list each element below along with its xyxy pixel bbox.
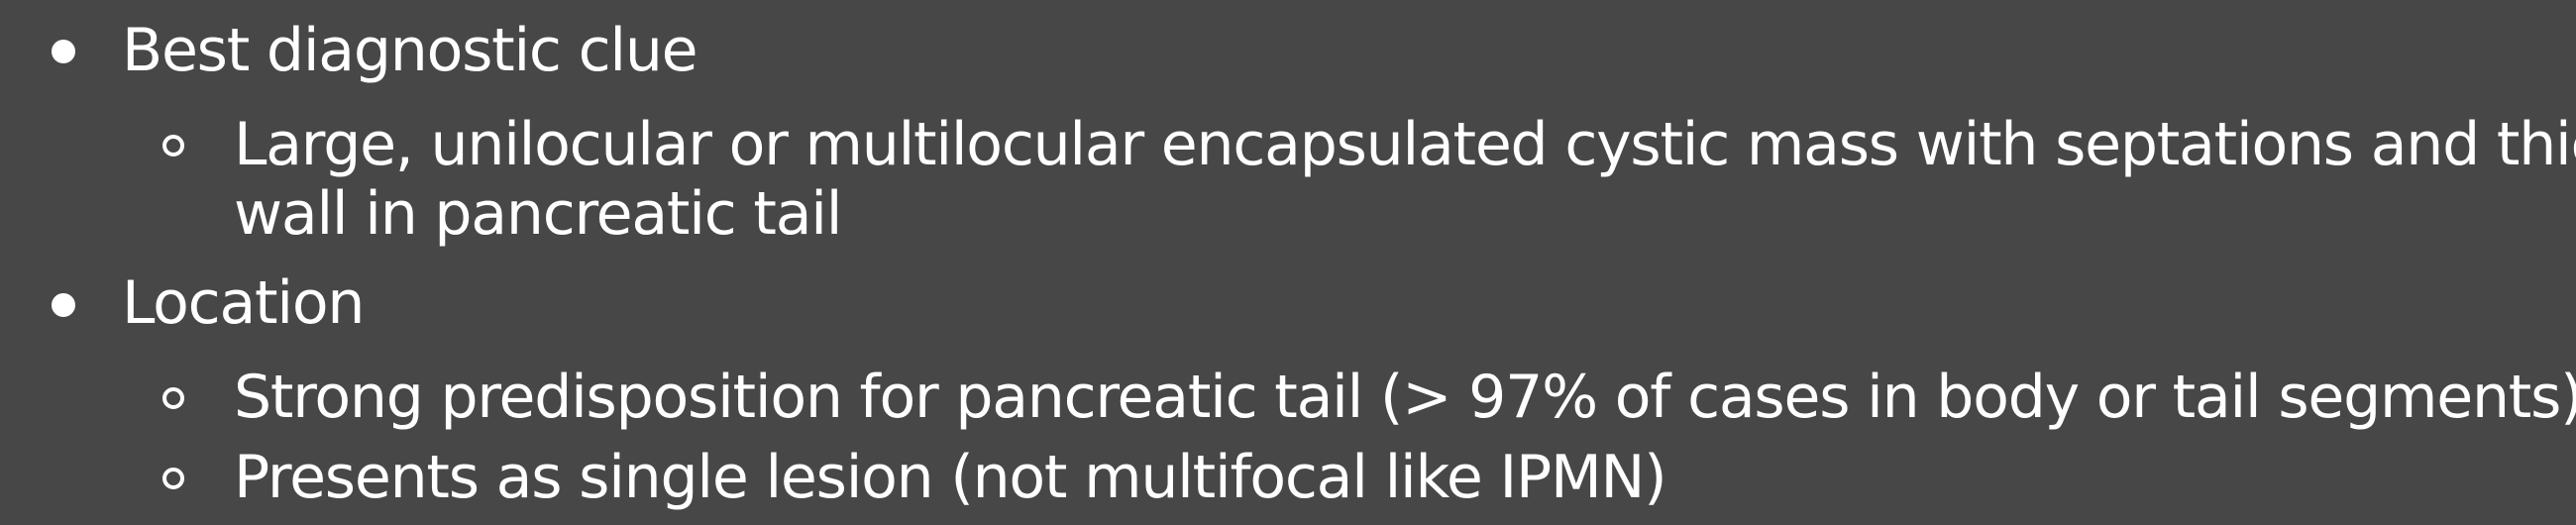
bullet-text: Location: [122, 268, 365, 338]
bullet-disc-icon: [52, 40, 75, 63]
bullet-text: Best diagnostic clue: [122, 16, 698, 85]
sub-bullet-circle-icon: [162, 387, 184, 409]
sub-bullet-text: Large, unilocular or multilocular encaps…: [234, 110, 2576, 179]
sub-bullet-circle-icon: [162, 468, 184, 489]
sub-bullet-circle-icon: [162, 135, 184, 157]
sub-bullet-text: Strong predisposition for pancreatic tai…: [234, 363, 2576, 432]
sub-bullet-text: Presents as single lesion (not multifoca…: [234, 443, 1667, 512]
sub-bullet-text-continued: wall in pancreatic tail: [234, 179, 842, 249]
bullet-disc-icon: [52, 293, 75, 317]
